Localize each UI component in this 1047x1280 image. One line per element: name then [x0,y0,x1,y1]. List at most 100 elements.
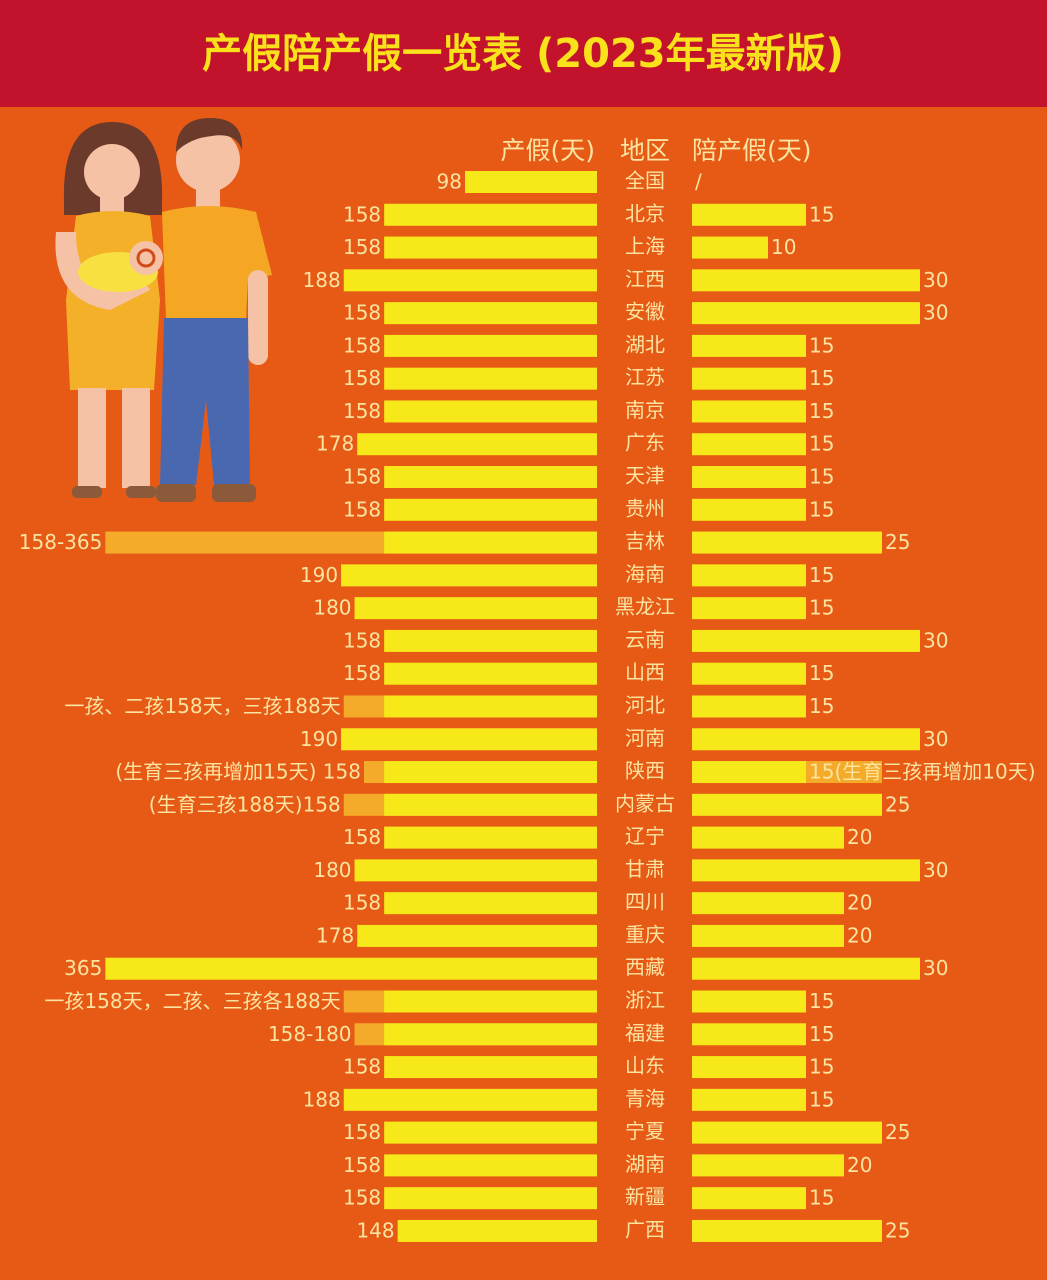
paternity-label: 15 [809,399,834,423]
region-label: 河北 [625,693,665,717]
region-label: 全国 [625,169,665,193]
maternity-label: 158 [343,235,381,259]
paternity-label: 10 [771,235,796,259]
maternity-label: 365 [64,956,102,980]
paternity-label: 15 [809,596,834,620]
paternity-label: 20 [847,891,872,915]
region-label: 山西 [625,660,665,684]
maternity-bar [384,1121,597,1144]
maternity-label: 158 [343,1153,381,1177]
maternity-label: 158 [343,301,381,325]
maternity-label: 158 [343,825,381,849]
paternity-label: 15 [809,366,834,390]
paternity-bar [692,826,844,849]
region-label: 湖南 [625,1152,665,1176]
maternity-label: 180 [313,596,351,620]
paternity-label: 25 [885,530,910,554]
region-label: 上海 [625,234,665,258]
region-label: 新疆 [625,1185,665,1209]
paternity-bar [692,367,806,390]
paternity-bar [692,1121,882,1144]
maternity-bar [105,957,597,980]
maternity-bar [354,597,597,620]
maternity-bar [357,924,597,947]
paternity-bar [692,498,806,521]
maternity-label: 158 [343,1186,381,1210]
maternity-label: 158-365 [19,530,103,554]
maternity-bar [397,1219,597,1242]
region-label: 重庆 [625,922,665,946]
maternity-label: 158-180 [268,1022,352,1046]
maternity-bar [341,728,597,751]
maternity-label: 180 [313,858,351,882]
paternity-label: 15 [809,1022,834,1046]
paternity-bar [692,859,920,882]
maternity-label: 一孩、二孩158天，三孩188天 [64,694,340,718]
paternity-label: 30 [923,727,948,751]
maternity-bar [384,1187,597,1210]
paternity-label: 25 [885,1218,910,1242]
region-label: 福建 [625,1021,665,1045]
region-label: 青海 [625,1086,665,1110]
region-label: 陕西 [625,759,665,783]
paternity-bar [692,1187,806,1210]
maternity-bar [384,334,597,357]
region-label: 甘肃 [625,857,665,881]
region-label: 西藏 [625,955,665,979]
region-label: 海南 [625,562,665,586]
paternity-bar [692,531,882,554]
maternity-bar [384,793,597,816]
maternity-bar [384,466,597,489]
maternity-bar [384,695,597,718]
maternity-bar [384,892,597,915]
maternity-bar [384,302,597,325]
maternity-label: 178 [316,432,354,456]
maternity-bar [354,859,597,882]
paternity-label: 15 [809,661,834,685]
paternity-label: 15 [809,333,834,357]
paternity-bar [692,1219,882,1242]
maternity-label: 98 [437,170,462,194]
paternity-bar [692,662,806,685]
paternity-bar [692,334,806,357]
region-label: 浙江 [625,988,665,1012]
maternity-bar [384,629,597,652]
maternity-label: 158 [343,465,381,489]
maternity-label: 188 [303,1087,341,1111]
paternity-bar [692,990,806,1013]
maternity-bar [384,761,597,784]
maternity-label: 158 [343,891,381,915]
paternity-bar [692,466,806,489]
paternity-bar [692,1056,806,1079]
paternity-bar [692,629,920,652]
paternity-bar [692,203,806,226]
region-label: 湖北 [625,332,665,356]
maternity-bar [384,826,597,849]
paternity-label: 20 [847,923,872,947]
paternity-bar [692,892,844,915]
paternity-label: 15 [809,497,834,521]
maternity-label: 158 [343,1120,381,1144]
paternity-bar [692,597,806,620]
paternity-label: 20 [847,1153,872,1177]
paternity-bar [692,1154,844,1177]
region-label: 北京 [625,201,665,225]
region-label: 黑龙江 [615,595,675,619]
maternity-bar [464,171,597,193]
maternity-bar [384,498,597,521]
maternity-label: 158 [343,497,381,521]
chart-title: 产假陪产假一览表 (2023年最新版) [202,31,844,77]
paternity-label: 15 [809,1186,834,1210]
paternity-label: 15(生育三孩再增加10天) [809,760,1036,784]
region-label: 江苏 [625,365,665,389]
paternity-header: 陪产假(天) [692,136,812,165]
paternity-label: 30 [923,858,948,882]
region-label: 辽宁 [625,824,665,848]
maternity-label: 190 [300,727,338,751]
region-label: 宁夏 [625,1119,665,1143]
region-label: 南京 [625,398,665,422]
maternity-bar [384,400,597,423]
paternity-bar [692,400,806,423]
illustration [55,118,272,502]
